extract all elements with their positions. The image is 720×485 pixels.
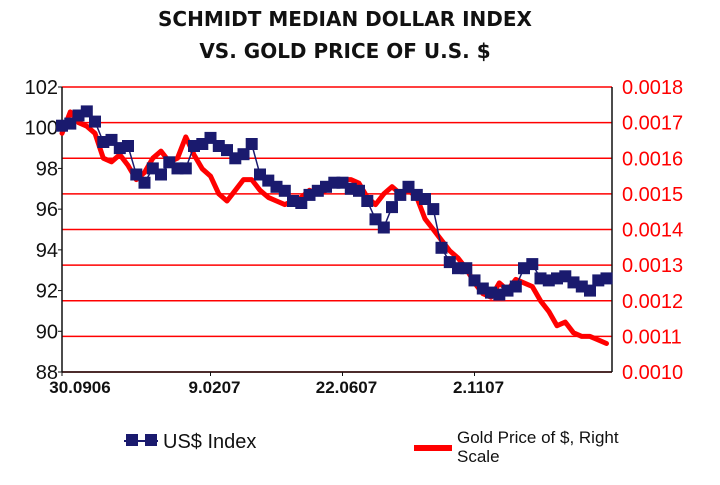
- x-tick-label: 22.0607: [316, 378, 377, 397]
- right-tick-label: 0.0012: [622, 291, 683, 313]
- legend-usd-marker: [145, 434, 157, 446]
- legend-item-usd-index: US$ Index: [124, 431, 256, 453]
- right-axis-tick-labels: 0.0010 0.0011 0.0012 0.0013 0.0014 0.0015 0.00…: [622, 77, 683, 384]
- left-tick-label: 102: [25, 77, 58, 99]
- usd-index-point: [427, 203, 440, 216]
- right-tick-label: 0.0010: [622, 362, 683, 384]
- x-tick-label: 30.0906: [49, 378, 110, 397]
- usd-index-point: [509, 280, 522, 293]
- left-tick-label: 88: [36, 362, 58, 384]
- usd-index-point: [89, 115, 101, 128]
- usd-index-point: [386, 201, 398, 214]
- right-tick-label: 0.0016: [622, 148, 683, 170]
- left-tick-label: 90: [36, 321, 58, 343]
- right-tick-label: 0.0011: [622, 326, 682, 348]
- series-usd-index: [56, 105, 613, 301]
- left-tick-label: 92: [36, 281, 58, 303]
- usd-index-point: [460, 262, 473, 275]
- chart-title-line-1: SCHMIDT MEDIAN DOLLAR INDEX: [158, 7, 533, 31]
- usd-index-point: [584, 284, 596, 297]
- series-gold-price: [59, 109, 609, 346]
- x-tick-label: 2.1107: [453, 378, 504, 397]
- usd-index-point: [237, 148, 250, 161]
- left-tick-label: 100: [25, 118, 58, 140]
- left-axis-tick-labels: 88 90 92 94 96 98 100 102: [25, 77, 62, 384]
- usd-index-point: [419, 193, 431, 205]
- usd-index-point: [377, 221, 390, 234]
- usd-index-point: [526, 258, 539, 271]
- right-tick-label: 0.0017: [622, 113, 683, 135]
- x-tick-label: 9.0207: [189, 378, 241, 397]
- left-tick-label: 94: [36, 240, 58, 262]
- legend-usd-label: US$ Index: [163, 431, 256, 453]
- legend-usd-marker: [126, 434, 138, 446]
- legend-item-gold-price: Gold Price of $, Right Scale: [414, 428, 619, 466]
- usd-index-point: [245, 138, 258, 150]
- usd-index-point: [179, 162, 192, 175]
- usd-index-point: [435, 241, 448, 254]
- chart-title-line-2: VS. GOLD PRICE OF U.S. $: [199, 39, 490, 63]
- legend: US$ Index Gold Price of $, Right Scale: [124, 428, 619, 466]
- usd-index-point: [80, 105, 93, 118]
- right-tick-label: 0.0013: [622, 255, 683, 277]
- x-axis-tick-labels: 30.0906 9.0207 22.0607 2.1107: [49, 372, 504, 397]
- grid-lines: [62, 86, 612, 373]
- gold-price-line: [59, 109, 609, 346]
- usd-index-point: [278, 184, 291, 197]
- usd-index-point: [353, 184, 365, 197]
- legend-gold-label-line-2: Scale: [457, 447, 500, 466]
- right-tick-label: 0.0015: [622, 184, 683, 206]
- usd-index-point: [122, 140, 134, 152]
- right-tick-label: 0.0018: [622, 77, 683, 99]
- left-tick-label: 98: [36, 158, 58, 180]
- usd-index-point: [155, 168, 167, 181]
- usd-index-point: [361, 195, 374, 207]
- usd-index-point: [600, 272, 613, 285]
- chart-title: SCHMIDT MEDIAN DOLLAR INDEX VS. GOLD PRI…: [158, 7, 533, 63]
- legend-gold-label-line-1: Gold Price of $, Right: [457, 428, 619, 447]
- left-tick-label: 96: [36, 199, 58, 221]
- usd-index-point: [138, 176, 151, 189]
- right-tick-label: 0.0014: [622, 220, 683, 242]
